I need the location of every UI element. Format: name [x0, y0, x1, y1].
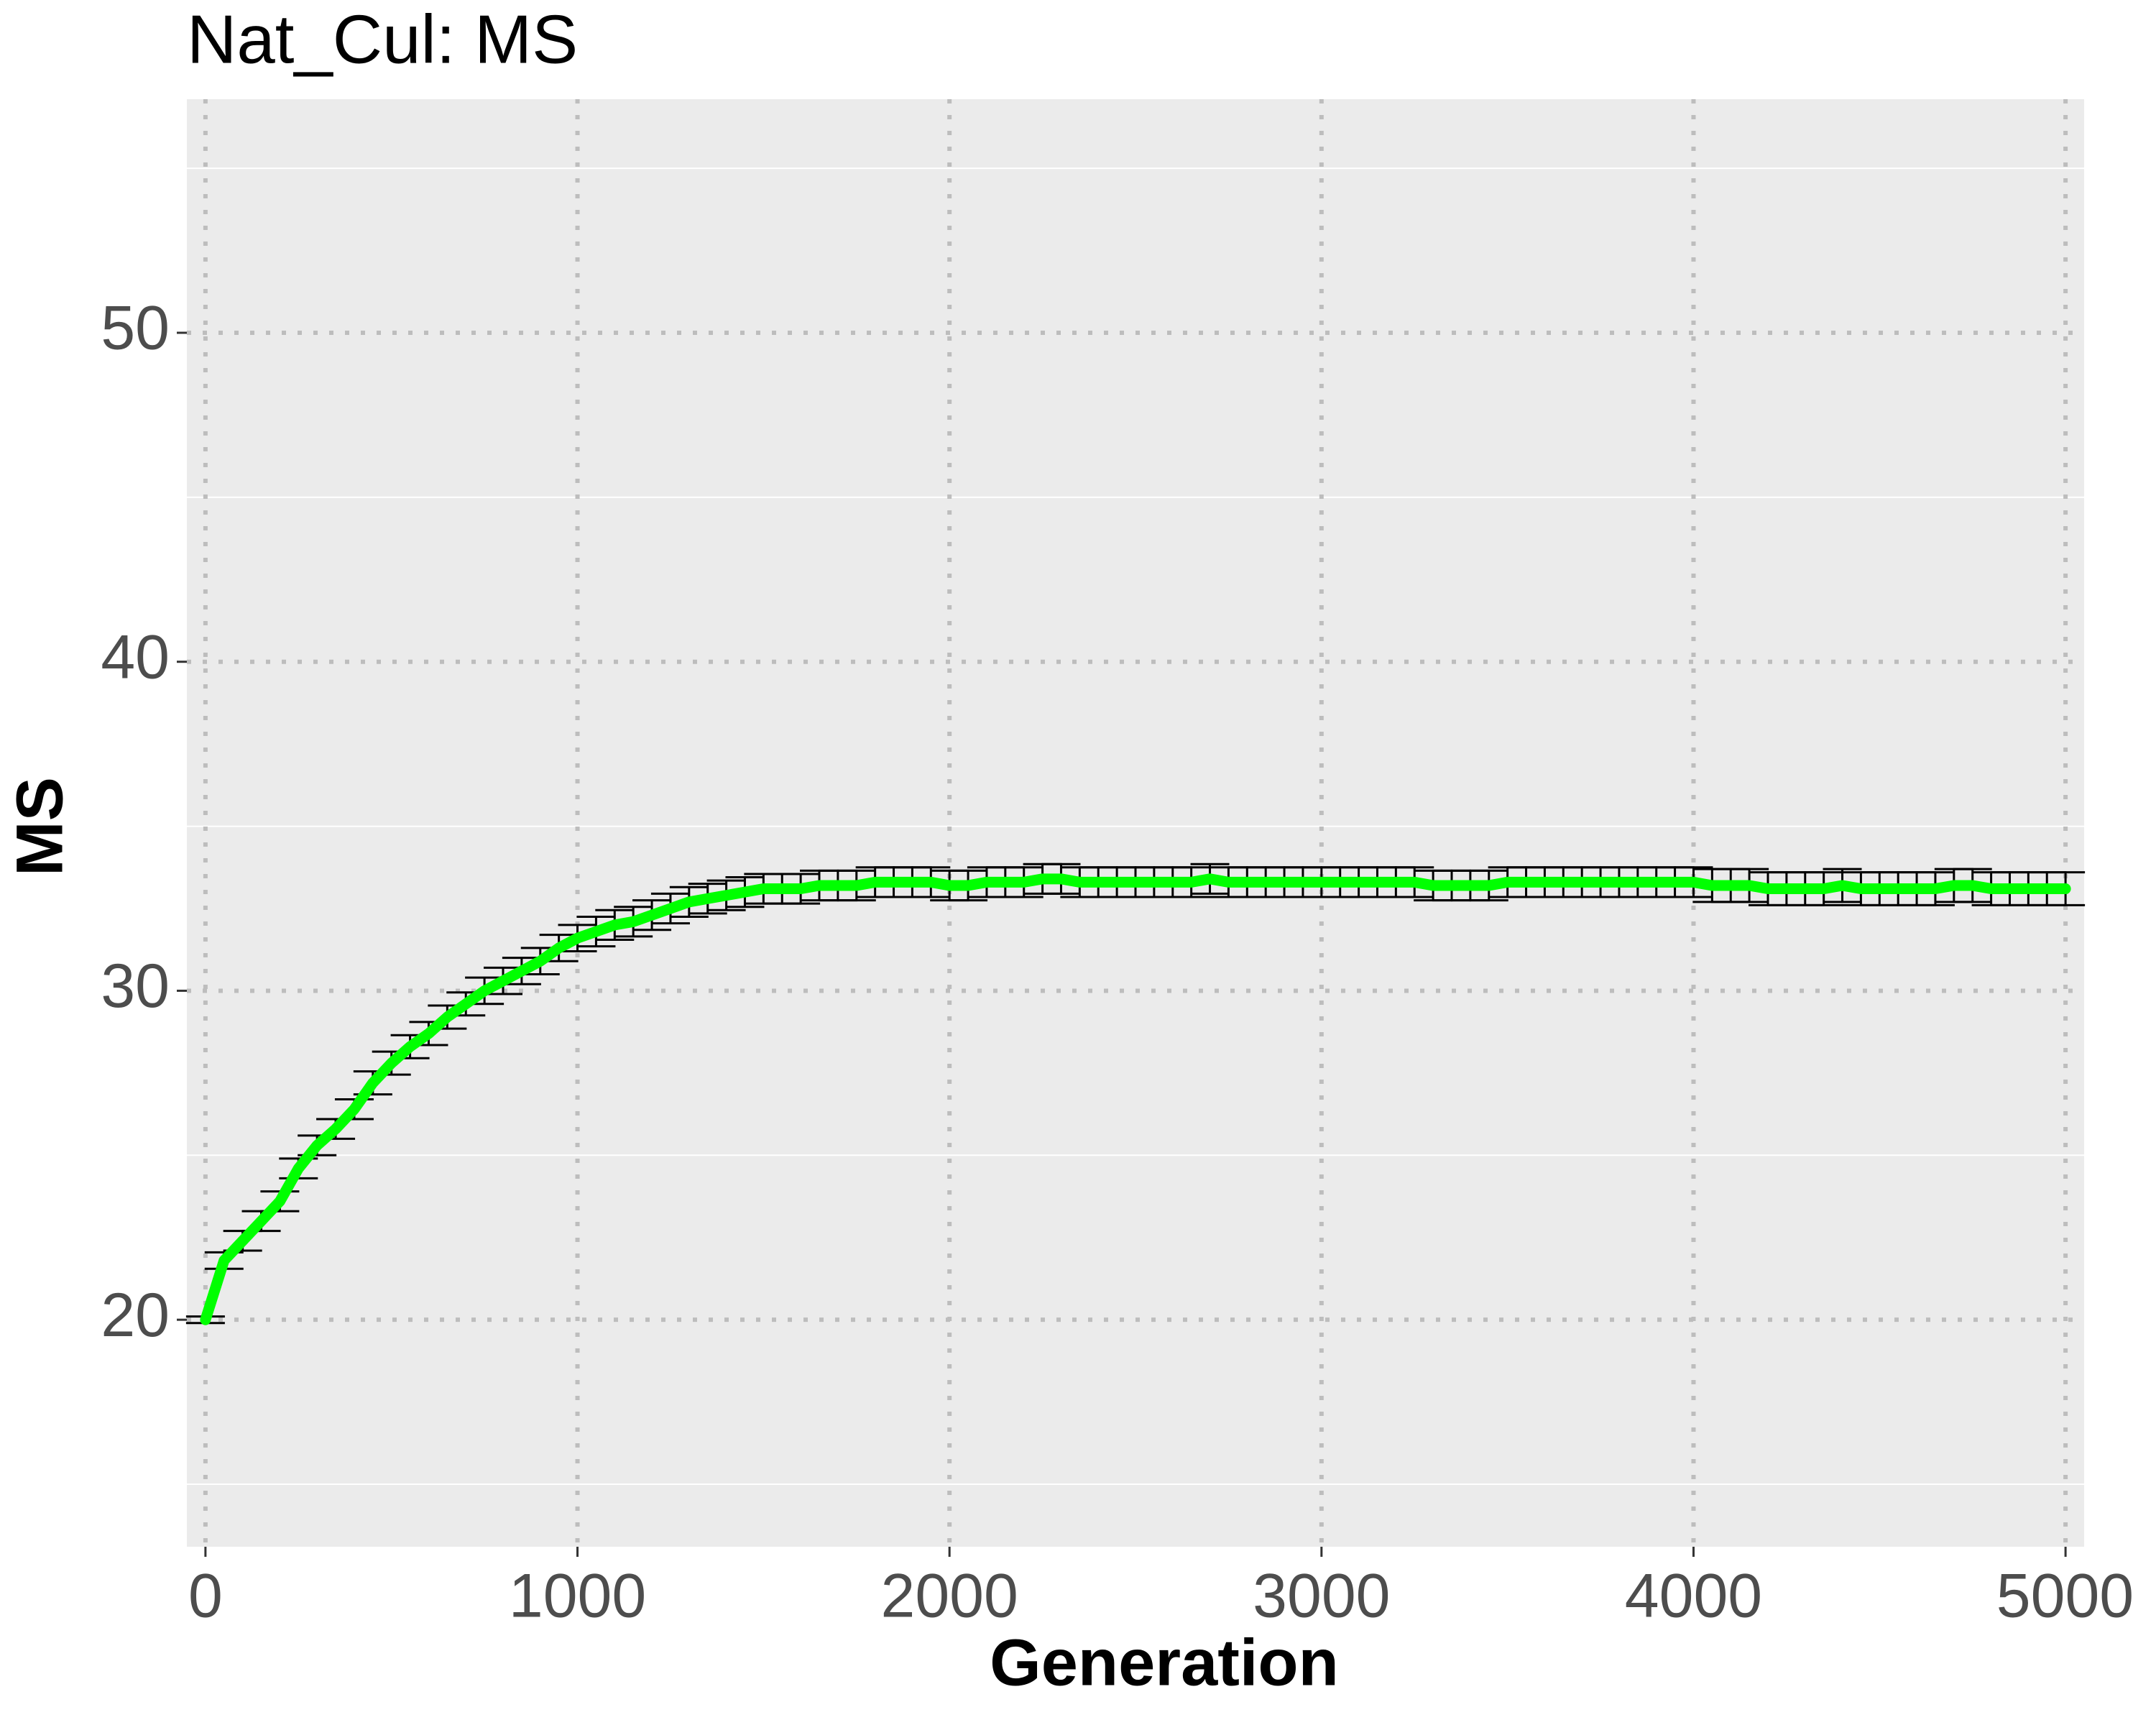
x-tick-label: 1000 — [509, 1562, 646, 1631]
chart-title: Nat_Cul: MS — [187, 1, 578, 78]
x-tick-label: 3000 — [1253, 1562, 1390, 1631]
y-axis-title: MS — [3, 777, 76, 876]
line — [200, 873, 2071, 1325]
x-tick-label: 0 — [188, 1562, 223, 1631]
y-tick-label: 30 — [101, 952, 170, 1021]
x-tick-label: 2000 — [881, 1562, 1018, 1631]
plot-panel — [187, 99, 2084, 1547]
x-axis-title: Generation — [990, 1626, 1339, 1699]
x-tick-label: 5000 — [1996, 1562, 2134, 1631]
y-tick-label: 20 — [101, 1281, 170, 1350]
y-tick-label: 40 — [101, 622, 170, 691]
y-tick-label: 50 — [101, 294, 170, 363]
x-tick-label: 4000 — [1625, 1562, 1762, 1631]
